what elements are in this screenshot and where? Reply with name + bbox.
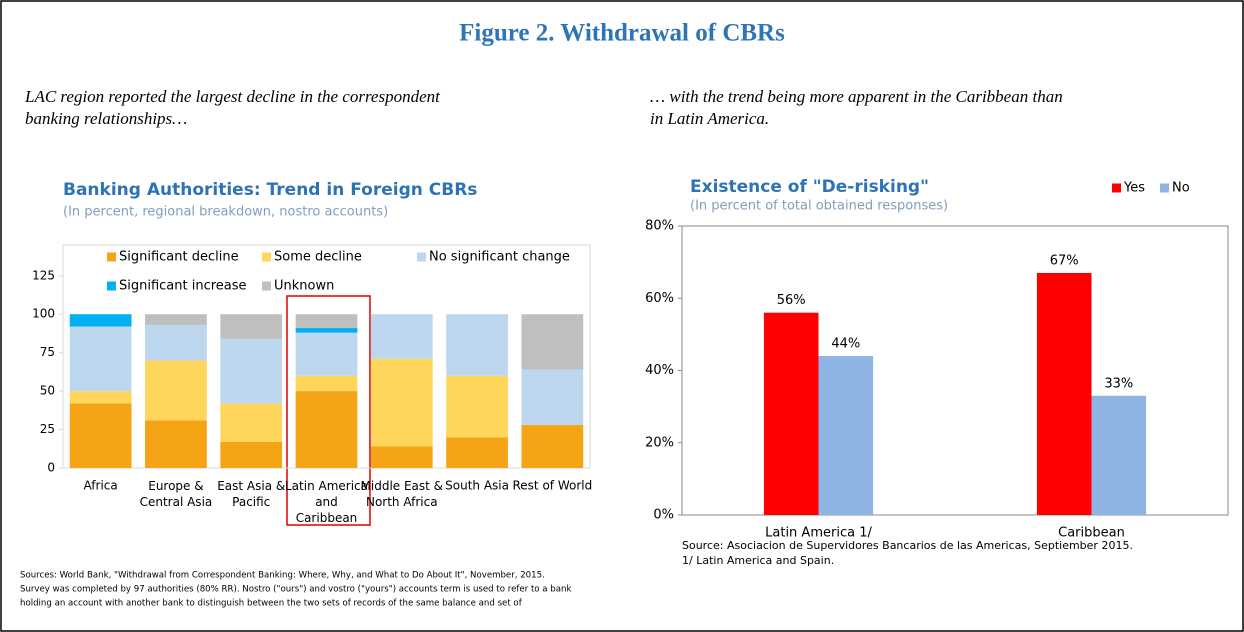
- source-note: Source: Asociacion de Supervidores Banca…: [682, 539, 1133, 552]
- bar-segment: [370, 446, 433, 468]
- source-note: Sources: World Bank, "Withdrawal from Co…: [20, 571, 545, 581]
- y-tick-label: 50: [40, 384, 55, 398]
- bar-segment: [69, 391, 132, 404]
- y-tick-label: 40%: [645, 363, 674, 378]
- y-tick-label: 125: [32, 268, 55, 282]
- bar: [1036, 272, 1092, 515]
- chart-subtitle: (In percent of total obtained responses): [690, 199, 948, 214]
- bar-segment: [446, 314, 508, 376]
- caption: banking relationships…: [25, 109, 187, 128]
- x-tick-line: Pacific: [232, 495, 270, 509]
- bar-segment: [446, 437, 508, 468]
- value-label: 67%: [1050, 253, 1079, 268]
- bar-segment: [295, 375, 358, 392]
- legend-marker: [262, 281, 271, 291]
- source-note: 1/ Latin America and Spain.: [682, 554, 834, 567]
- x-tick-line: East Asia &: [217, 479, 285, 493]
- bar: [818, 356, 874, 515]
- x-tick-line: Caribbean: [296, 511, 358, 525]
- bar-segment: [145, 420, 207, 468]
- highlight-box: [286, 295, 371, 526]
- legend-marker: [262, 252, 271, 262]
- bar-segment: [220, 441, 283, 468]
- x-tick-label: Latin America and Caribbean: [285, 479, 368, 525]
- y-tick-label: 0%: [653, 508, 674, 523]
- x-tick-line: Middle East &: [361, 479, 444, 493]
- bar-segment: [521, 314, 584, 370]
- bar-segment: [220, 338, 283, 404]
- bar-segment: [370, 358, 433, 447]
- legend-marker: [1112, 183, 1121, 193]
- x-tick-line: and: [315, 495, 338, 509]
- legend-label: No: [1172, 181, 1190, 196]
- bar-segment: [145, 314, 207, 325]
- x-tick-line: Central Asia: [140, 495, 213, 509]
- source-note: Survey was completed by 97 authorities (…: [20, 585, 571, 595]
- legend-label: Yes: [1123, 181, 1145, 196]
- x-tick-label: Rest of World: [512, 479, 592, 493]
- caption: LAC region reported the largest decline …: [24, 87, 441, 106]
- bar-segment: [295, 328, 358, 333]
- legend-label: Significant decline: [119, 250, 239, 265]
- source-note: holding an account with another bank to …: [20, 599, 523, 609]
- x-tick-label: Middle East & North Africa: [361, 479, 444, 509]
- value-label: 33%: [1104, 376, 1133, 391]
- chart-title: Existence of "De-risking": [690, 177, 929, 197]
- value-label: 44%: [831, 337, 860, 352]
- bar-segment: [220, 403, 283, 442]
- y-tick-label: 20%: [645, 435, 674, 450]
- bar-segment: [69, 326, 132, 392]
- y-tick-label: 60%: [645, 291, 674, 306]
- bar: [1091, 395, 1147, 515]
- legend-marker: [417, 252, 426, 262]
- legend-marker: [1160, 183, 1169, 193]
- x-tick-line: North Africa: [366, 495, 438, 509]
- bar-segment: [370, 314, 433, 359]
- y-tick-label: 25: [40, 422, 55, 436]
- caption: in Latin America.: [650, 109, 769, 128]
- bar-segment: [295, 314, 358, 329]
- bar-segment: [521, 369, 584, 425]
- legend-marker: [107, 252, 116, 262]
- legend-marker: [107, 281, 116, 291]
- legend-label: Unknown: [274, 279, 334, 294]
- chart-subtitle: (In percent, regional breakdown, nostro …: [63, 205, 388, 220]
- bar-segment: [295, 391, 358, 468]
- y-tick-label: 0: [47, 461, 55, 475]
- caption: … with the trend being more apparent in …: [650, 87, 1063, 106]
- x-tick-label: East Asia & Pacific: [217, 479, 285, 509]
- y-tick-label: 100: [32, 307, 55, 321]
- x-tick-line: Latin America: [285, 479, 368, 493]
- bar-segment: [295, 332, 358, 376]
- x-tick-label: Africa: [84, 479, 118, 493]
- bar-segment: [69, 403, 132, 468]
- x-tick-label: Europe & Central Asia: [140, 479, 213, 509]
- value-label: 56%: [777, 293, 806, 308]
- bar-segment: [69, 314, 132, 327]
- chart-title: Banking Authorities: Trend in Foreign CB…: [63, 180, 477, 200]
- legend-label: No significant change: [429, 250, 570, 265]
- legend-label: Significant increase: [119, 279, 247, 294]
- figure-title: Figure 2. Withdrawal of CBRs: [459, 20, 785, 47]
- x-tick-label: Latin America 1/: [765, 526, 872, 541]
- y-tick-label: 75: [40, 345, 55, 359]
- bar-segment: [446, 375, 508, 438]
- legend-label: Some decline: [274, 250, 362, 265]
- x-tick-label: South Asia: [445, 479, 509, 493]
- bar-segment: [145, 360, 207, 421]
- bar-segment: [220, 314, 283, 339]
- bar-segment: [521, 424, 584, 468]
- x-tick-label: Caribbean: [1058, 526, 1125, 541]
- bar: [763, 312, 819, 515]
- x-tick-line: Europe &: [148, 479, 203, 493]
- bar-segment: [145, 324, 207, 361]
- y-tick-label: 80%: [645, 219, 674, 234]
